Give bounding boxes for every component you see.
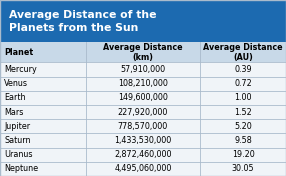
FancyBboxPatch shape xyxy=(0,162,286,176)
Text: 30.05: 30.05 xyxy=(232,164,255,173)
Text: 108,210,000: 108,210,000 xyxy=(118,79,168,88)
Text: 778,570,000: 778,570,000 xyxy=(118,122,168,131)
Text: 1.52: 1.52 xyxy=(234,108,252,117)
FancyBboxPatch shape xyxy=(0,0,286,42)
Text: 4,495,060,000: 4,495,060,000 xyxy=(114,164,172,173)
Text: Earth: Earth xyxy=(4,93,26,102)
FancyBboxPatch shape xyxy=(0,148,286,162)
Text: Planet: Planet xyxy=(4,48,33,57)
Text: 227,920,000: 227,920,000 xyxy=(118,108,168,117)
FancyBboxPatch shape xyxy=(0,119,286,133)
Text: Neptune: Neptune xyxy=(4,164,38,173)
FancyBboxPatch shape xyxy=(0,133,286,148)
FancyBboxPatch shape xyxy=(0,91,286,105)
Text: 149,600,000: 149,600,000 xyxy=(118,93,168,102)
FancyBboxPatch shape xyxy=(0,62,286,77)
Text: 1.00: 1.00 xyxy=(234,93,252,102)
Text: 5.20: 5.20 xyxy=(234,122,252,131)
FancyBboxPatch shape xyxy=(0,77,286,91)
Text: Average Distance of the
Planets from the Sun: Average Distance of the Planets from the… xyxy=(9,10,156,33)
Text: Jupiter: Jupiter xyxy=(4,122,30,131)
Text: 1,433,530,000: 1,433,530,000 xyxy=(114,136,172,145)
Text: 2,872,460,000: 2,872,460,000 xyxy=(114,150,172,159)
Text: 0.72: 0.72 xyxy=(234,79,252,88)
Text: 9.58: 9.58 xyxy=(234,136,252,145)
Text: Average Distance
(km): Average Distance (km) xyxy=(103,43,183,62)
Text: Saturn: Saturn xyxy=(4,136,31,145)
Text: Mars: Mars xyxy=(4,108,24,117)
Text: 57,910,000: 57,910,000 xyxy=(120,65,166,74)
Text: 19.20: 19.20 xyxy=(232,150,255,159)
FancyBboxPatch shape xyxy=(0,42,286,62)
Text: Venus: Venus xyxy=(4,79,28,88)
Text: Average Distance
(AU): Average Distance (AU) xyxy=(203,43,283,62)
Text: Mercury: Mercury xyxy=(4,65,37,74)
Text: 0.39: 0.39 xyxy=(234,65,252,74)
Text: Uranus: Uranus xyxy=(4,150,33,159)
FancyBboxPatch shape xyxy=(0,105,286,119)
